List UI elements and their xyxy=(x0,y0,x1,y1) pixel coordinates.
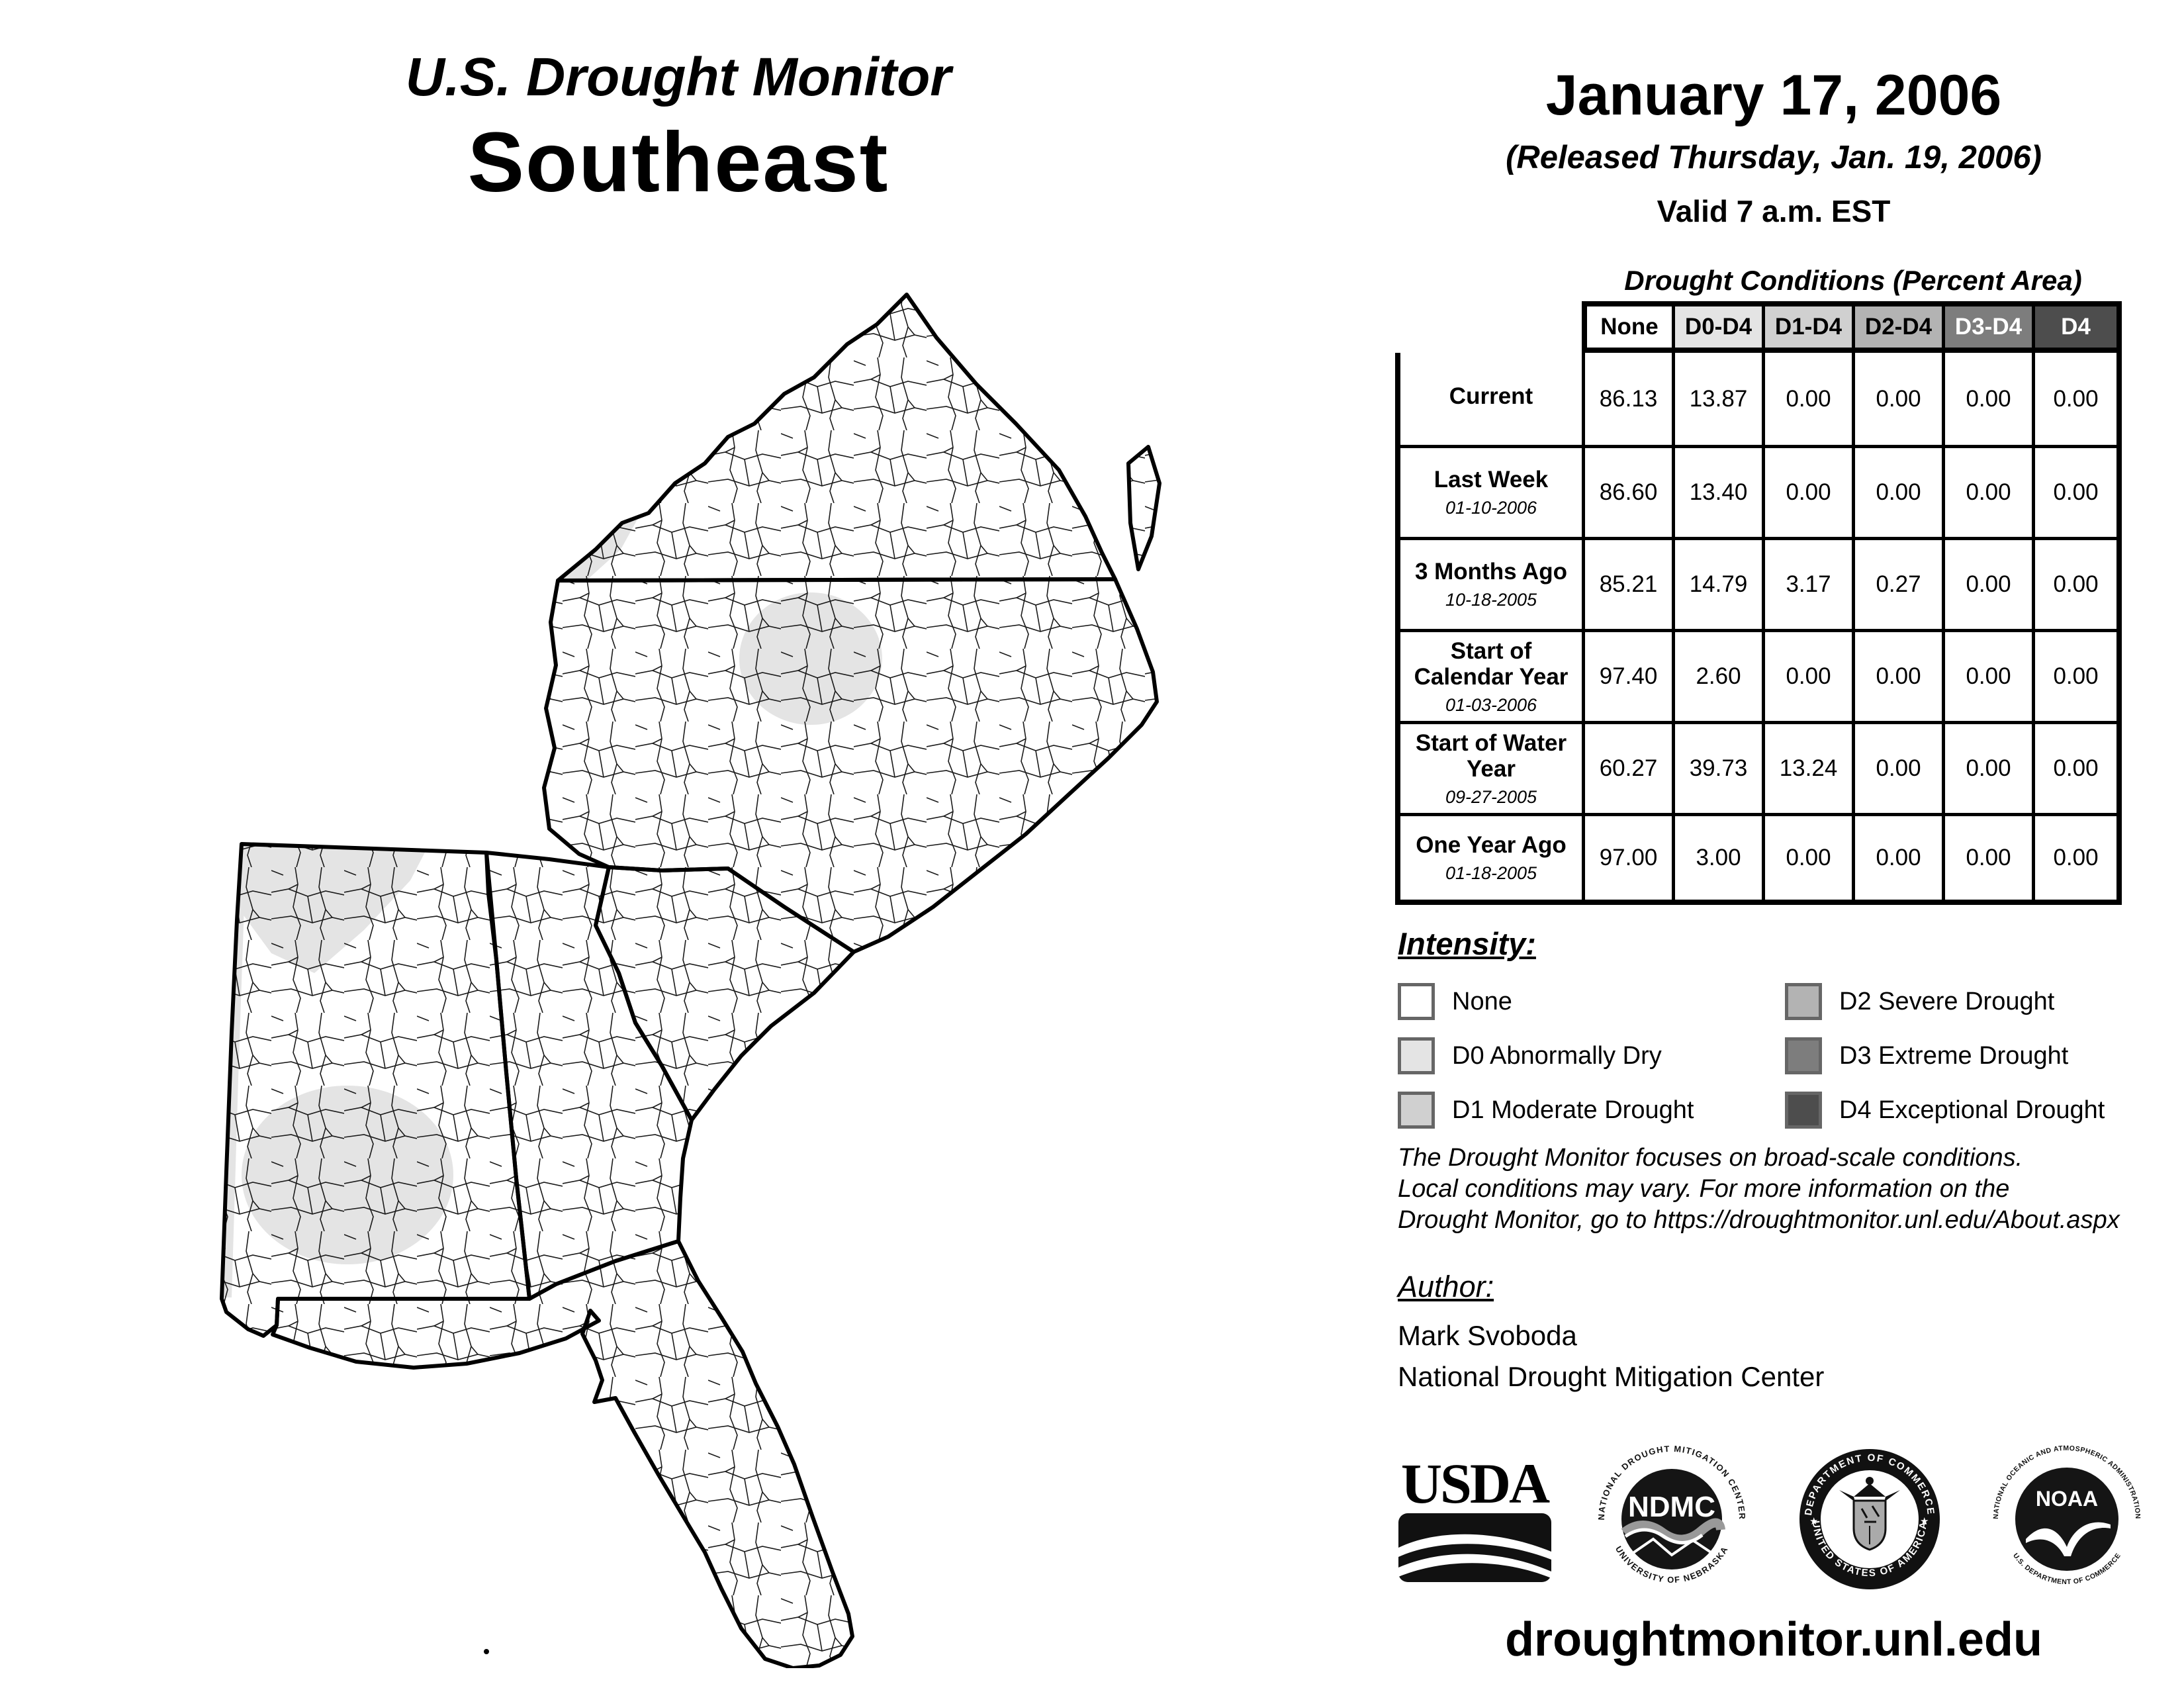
legend-swatch-d4 xyxy=(1785,1092,1822,1129)
commerce-star-right: ★ xyxy=(1920,1516,1929,1527)
table-cell: 3.00 xyxy=(1672,813,1762,905)
noaa-logo-text: NOAA xyxy=(2036,1487,2098,1511)
usda-logo: USDA xyxy=(1395,1455,1554,1583)
table-cell: 0.00 xyxy=(2032,629,2122,721)
table-cell: 0.00 xyxy=(1762,445,1852,537)
table-cell: 2.60 xyxy=(1672,629,1762,721)
table-cell: 0.00 xyxy=(2032,353,2122,445)
disclaimer-text: The Drought Monitor focuses on broad-sca… xyxy=(1398,1144,2120,1234)
col-header-d4: D4 xyxy=(2032,301,2122,353)
table-cell: 13.40 xyxy=(1672,445,1762,537)
table-heading: Drought Conditions (Percent Area) xyxy=(1624,265,2082,296)
table-cell: 0.00 xyxy=(1852,629,1942,721)
release-date: (Released Thursday, Jan. 19, 2006) xyxy=(1506,140,2042,175)
table-cell: 0.00 xyxy=(2032,813,2122,905)
table-cell: 97.40 xyxy=(1582,629,1672,721)
table-cell: 0.00 xyxy=(1942,445,2032,537)
ndmc-logo: NATIONAL DROUGHT MITIGATION CENTER UNIVE… xyxy=(1596,1444,1747,1585)
legend-item-d0: D0 Abnormally Dry xyxy=(1398,1029,1785,1083)
noaa-logo: NATIONAL OCEANIC AND ATMOSPHERIC ADMINIS… xyxy=(1992,1444,2142,1586)
region-title: Southeast xyxy=(467,115,889,210)
legend-item-d2: D2 Severe Drought xyxy=(1785,974,2165,1029)
table-cell: 0.27 xyxy=(1852,537,1942,629)
col-header-d0d4: D0-D4 xyxy=(1672,301,1762,353)
table-cell: 0.00 xyxy=(1762,353,1852,445)
col-header-d1d4: D1-D4 xyxy=(1762,301,1852,353)
valid-time: Valid 7 a.m. EST xyxy=(1657,194,1891,228)
table-cell: 60.27 xyxy=(1582,721,1672,813)
table-cell: 0.00 xyxy=(2032,537,2122,629)
legend-item-d3: D3 Extreme Drought xyxy=(1785,1029,2165,1083)
table-corner-spacer xyxy=(1395,301,1582,353)
commerce-eagle-shield-icon xyxy=(1839,1477,1900,1551)
drought-monitor-url: droughtmonitor.unl.edu xyxy=(1505,1613,2042,1666)
col-header-none: None xyxy=(1582,301,1672,353)
ndmc-logo-text: NDMC xyxy=(1628,1491,1715,1523)
legend-swatch-d1 xyxy=(1398,1092,1435,1129)
intensity-heading: Intensity: xyxy=(1398,926,1536,961)
row-label-start-water-year: Start of Water Year 09-27-2005 xyxy=(1395,721,1582,813)
table-cell: 0.00 xyxy=(1762,629,1852,721)
table-cell: 0.00 xyxy=(1852,353,1942,445)
legend-swatch-d3 xyxy=(1785,1037,1822,1074)
table-cell: 86.13 xyxy=(1582,353,1672,445)
date-block: January 17, 2006 (Released Thursday, Jan… xyxy=(1403,63,2144,229)
legend-swatch-d0 xyxy=(1398,1037,1435,1074)
agency-logos: USDA NATIONAL DROUGHT MITIGATION CENTER … xyxy=(1395,1440,2146,1599)
legend-swatch-d2 xyxy=(1785,983,1822,1020)
row-label-3-months-ago: 3 Months Ago 10-18-2005 xyxy=(1395,537,1582,629)
table-cell: 0.00 xyxy=(1942,629,2032,721)
legend-item-d4: D4 Exceptional Drought xyxy=(1785,1083,2165,1137)
southeast-drought-map xyxy=(53,285,1218,1668)
row-label-start-calendar-year: Start of Calendar Year 01-03-2006 xyxy=(1395,629,1582,721)
legend-item-none: None xyxy=(1398,974,1785,1029)
table-cell: 86.60 xyxy=(1582,445,1672,537)
table-cell: 13.87 xyxy=(1672,353,1762,445)
noaa-seagull-icon xyxy=(2025,1522,2111,1556)
author-organization: National Drought Mitigation Center xyxy=(1398,1361,1825,1392)
drought-conditions-table: None D0-D4 D1-D4 D2-D4 D3-D4 D4 Current … xyxy=(1395,301,2122,905)
row-label-one-year-ago: One Year Ago 01-18-2005 xyxy=(1395,813,1582,905)
florida-keys xyxy=(484,1649,489,1654)
table-cell: 85.21 xyxy=(1582,537,1672,629)
map-title: U.S. Drought Monitor Southeast xyxy=(165,46,1191,211)
table-cell: 14.79 xyxy=(1672,537,1762,629)
table-cell: 0.00 xyxy=(2032,445,2122,537)
col-header-d3d4: D3-D4 xyxy=(1942,301,2032,353)
row-label-last-week: Last Week 01-10-2006 xyxy=(1395,445,1582,537)
table-cell: 0.00 xyxy=(1942,537,2032,629)
map-date: January 17, 2006 xyxy=(1545,64,2002,127)
table-cell: 0.00 xyxy=(1762,813,1852,905)
page-title: U.S. Drought Monitor xyxy=(405,47,952,107)
legend-item-d1: D1 Moderate Drought xyxy=(1398,1083,1785,1137)
county-boundaries xyxy=(222,295,1160,1668)
table-cell: 13.24 xyxy=(1762,721,1852,813)
table-cell: 0.00 xyxy=(2032,721,2122,813)
row-label-current: Current xyxy=(1395,353,1582,445)
legend-swatch-none xyxy=(1398,983,1435,1020)
table-cell: 0.00 xyxy=(1852,813,1942,905)
table-cell: 0.00 xyxy=(1852,445,1942,537)
author-heading: Author: xyxy=(1398,1270,1494,1303)
table-cell: 97.00 xyxy=(1582,813,1672,905)
commerce-logo: DEPARTMENT OF COMMERCE UNITED STATES OF … xyxy=(1799,1449,1940,1589)
table-cell: 0.00 xyxy=(1942,721,2032,813)
table-cell: 39.73 xyxy=(1672,721,1762,813)
table-cell: 0.00 xyxy=(1942,353,2032,445)
col-header-d2d4: D2-D4 xyxy=(1852,301,1942,353)
author-name: Mark Svoboda xyxy=(1398,1320,1577,1351)
usda-logo-text: USDA xyxy=(1400,1452,1550,1515)
intensity-legend: None D2 Severe Drought D0 Abnormally Dry… xyxy=(1398,974,2165,1137)
table-cell: 0.00 xyxy=(1942,813,2032,905)
table-cell: 0.00 xyxy=(1852,721,1942,813)
usda-swoosh-icon xyxy=(1398,1513,1551,1582)
commerce-star-left: ★ xyxy=(1809,1516,1818,1527)
table-cell: 3.17 xyxy=(1762,537,1852,629)
